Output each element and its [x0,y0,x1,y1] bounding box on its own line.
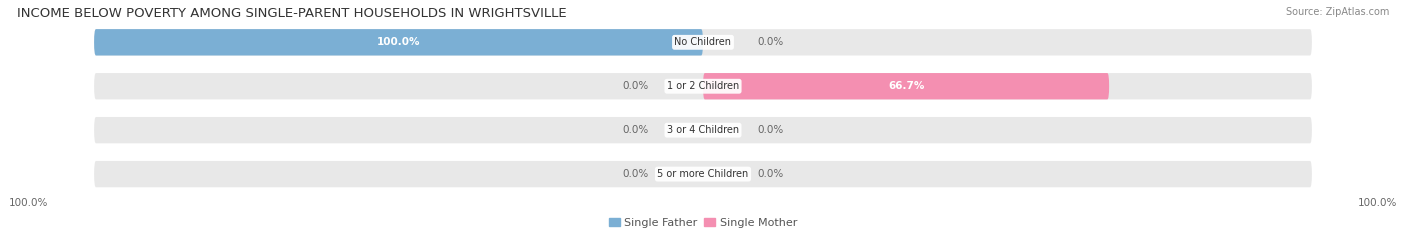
FancyBboxPatch shape [94,29,1312,55]
Text: 66.7%: 66.7% [887,81,924,91]
Text: 0.0%: 0.0% [758,37,785,47]
FancyBboxPatch shape [94,29,703,55]
Text: 0.0%: 0.0% [621,169,648,179]
Text: 3 or 4 Children: 3 or 4 Children [666,125,740,135]
FancyBboxPatch shape [94,117,1312,143]
Text: 0.0%: 0.0% [758,125,785,135]
Text: INCOME BELOW POVERTY AMONG SINGLE-PARENT HOUSEHOLDS IN WRIGHTSVILLE: INCOME BELOW POVERTY AMONG SINGLE-PARENT… [17,7,567,20]
Text: 100.0%: 100.0% [377,37,420,47]
Text: 0.0%: 0.0% [621,81,648,91]
Text: 100.0%: 100.0% [1358,198,1398,208]
Text: 0.0%: 0.0% [758,169,785,179]
FancyBboxPatch shape [94,161,1312,187]
Text: 0.0%: 0.0% [621,125,648,135]
Text: No Children: No Children [675,37,731,47]
Text: 5 or more Children: 5 or more Children [658,169,748,179]
Text: 100.0%: 100.0% [8,198,48,208]
Text: Source: ZipAtlas.com: Source: ZipAtlas.com [1285,7,1389,17]
FancyBboxPatch shape [703,73,1109,99]
Text: 1 or 2 Children: 1 or 2 Children [666,81,740,91]
FancyBboxPatch shape [94,73,1312,99]
Legend: Single Father, Single Mother: Single Father, Single Mother [605,214,801,233]
